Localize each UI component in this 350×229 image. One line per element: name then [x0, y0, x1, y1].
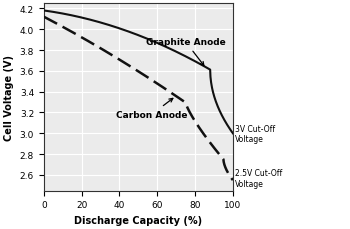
Text: Graphite Anode: Graphite Anode	[146, 38, 225, 66]
Text: 3V Cut-Off
Voltage: 3V Cut-Off Voltage	[235, 124, 275, 143]
Y-axis label: Cell Voltage (V): Cell Voltage (V)	[4, 55, 14, 140]
Text: Carbon Anode: Carbon Anode	[116, 99, 187, 120]
X-axis label: Discharge Capacity (%): Discharge Capacity (%)	[74, 215, 202, 225]
Text: 2.5V Cut-Off
Voltage: 2.5V Cut-Off Voltage	[235, 169, 282, 188]
